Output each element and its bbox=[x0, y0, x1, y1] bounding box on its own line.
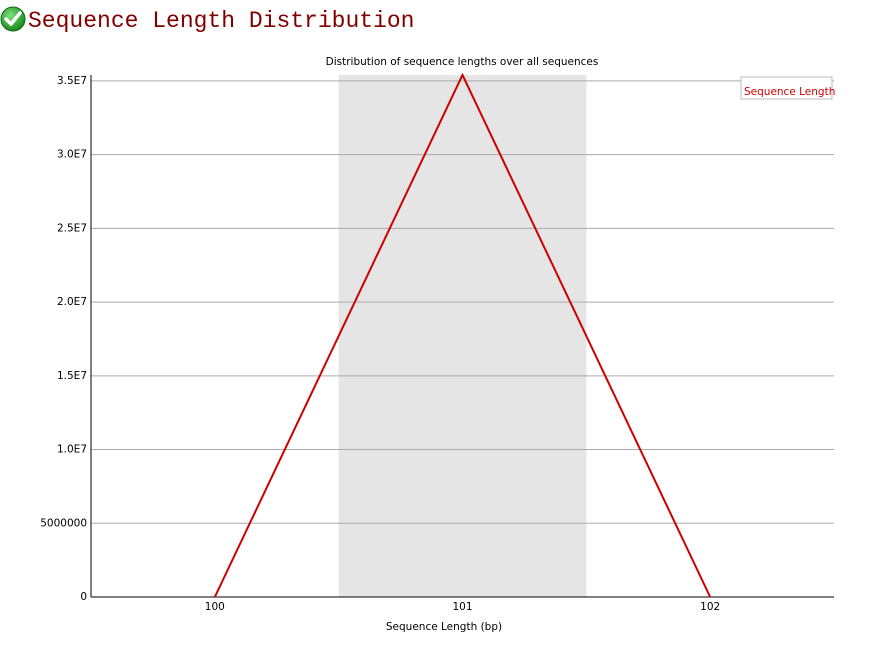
data-line bbox=[213, 72, 712, 598]
y-tick-label: 2.0E7 bbox=[57, 296, 87, 308]
y-tick-label: 1.5E7 bbox=[57, 370, 87, 382]
x-tick-label: 100 bbox=[205, 601, 225, 613]
y-tick-label: 3.0E7 bbox=[57, 149, 87, 161]
status-icon bbox=[0, 6, 26, 32]
x-axis-label: Sequence Length (bp) bbox=[386, 621, 502, 633]
y-tick-label: 0 bbox=[80, 591, 87, 603]
x-tick-label: 102 bbox=[700, 601, 720, 613]
x-tick-label: 101 bbox=[452, 601, 472, 613]
y-tick-label: 5000000 bbox=[40, 517, 87, 529]
chart-title: Distribution of sequence lengths over al… bbox=[326, 56, 599, 68]
y-tick-label: 2.5E7 bbox=[57, 222, 87, 234]
y-tick-label: 1.0E7 bbox=[57, 444, 87, 456]
y-tick-label: 3.5E7 bbox=[57, 75, 87, 87]
legend-label: Sequence Length bbox=[744, 86, 835, 98]
category-band bbox=[338, 75, 587, 597]
page-title: Sequence Length Distribution bbox=[28, 8, 415, 34]
legend: Sequence Length bbox=[740, 76, 835, 100]
legend-box bbox=[740, 76, 833, 100]
chart: Distribution of sequence lengths over al… bbox=[40, 56, 835, 633]
header: Sequence Length Distribution bbox=[0, 0, 879, 44]
